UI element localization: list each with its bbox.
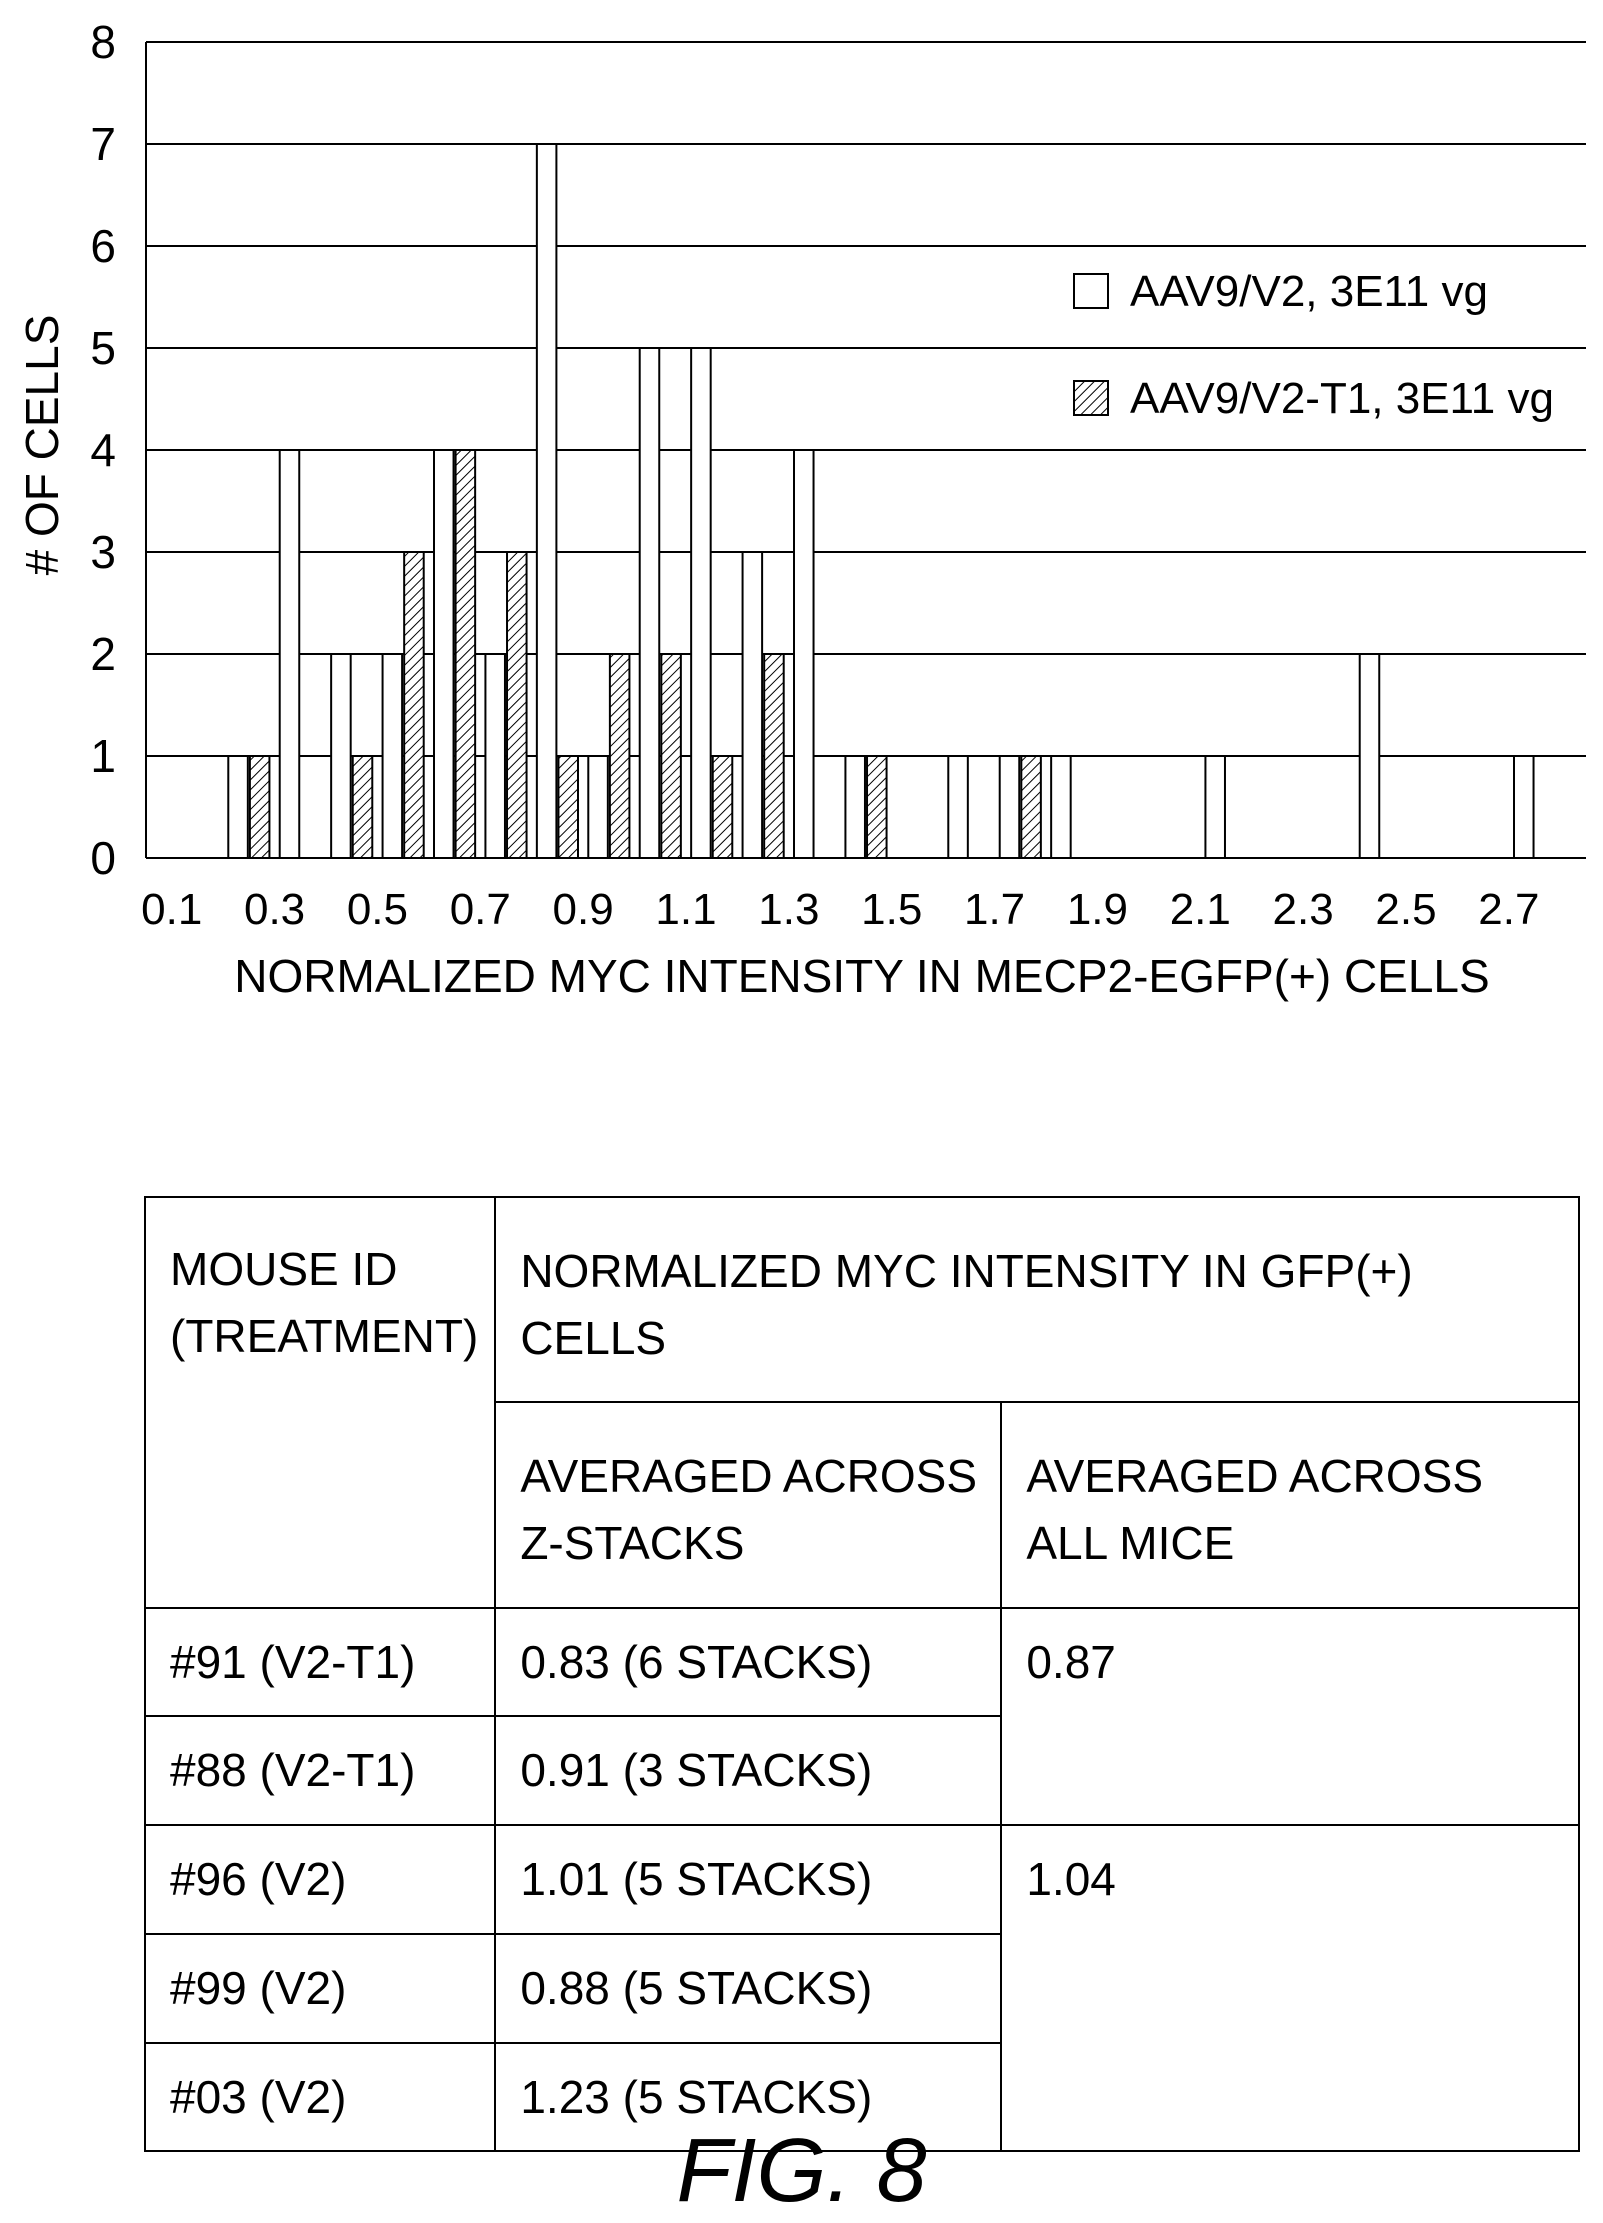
bar-open bbox=[690, 347, 712, 859]
x-tick-label: 1.9 bbox=[1067, 885, 1128, 934]
bar-hatched bbox=[403, 551, 425, 859]
x-tick-label: 0.7 bbox=[450, 885, 511, 934]
y-tick-label: 5 bbox=[90, 322, 116, 374]
axes bbox=[145, 42, 1586, 859]
myc-intensity-table: MOUSE ID (TREATMENT) NORMALIZED MYC INTE… bbox=[143, 1195, 1581, 2153]
x-tick-label: 2.5 bbox=[1375, 885, 1436, 934]
header-averaged-z-stacks: AVERAGED ACROSS Z-STACKS bbox=[494, 1401, 1003, 1609]
bar-hatched bbox=[711, 755, 734, 859]
bar-open bbox=[484, 653, 506, 859]
bar-hatched bbox=[608, 653, 631, 859]
y-tick-label: 2 bbox=[90, 628, 116, 680]
x-tick-label: 1.3 bbox=[758, 885, 819, 934]
y-tick-label: 0 bbox=[90, 832, 116, 884]
z-stack-average-cell: 0.91 (3 STACKS) bbox=[494, 1715, 1003, 1827]
bar-hatched bbox=[660, 653, 682, 859]
table-row: #99 (V2) 0.88 (5 STACKS) bbox=[143, 1932, 1579, 2044]
x-tick-label: 1.7 bbox=[964, 885, 1025, 934]
bar-hatched bbox=[351, 755, 374, 859]
z-stack-average-cell: 0.88 (5 STACKS) bbox=[494, 1932, 1003, 2044]
header-averaged-all-mice-text: AVERAGED ACROSS ALL MICE bbox=[1026, 1450, 1484, 1570]
y-tick-label: 4 bbox=[90, 424, 116, 476]
header-normalized-myc-text: NORMALIZED MYC INTENSITY IN GFP(+) CELLS bbox=[520, 1245, 1413, 1364]
bar-open bbox=[998, 755, 1021, 859]
bar-open bbox=[587, 755, 609, 859]
table-row: #91 (V2-T1) 0.83 (6 STACKS) 0.87 bbox=[143, 1606, 1581, 1827]
x-tick-labels: 0.1 0.3 0.5 0.7 0.9 1.1 1.3 1.5 1.7 1.9 2.1 2.3 2.5 2… bbox=[141, 885, 1539, 934]
bar-hatched bbox=[1020, 755, 1042, 859]
x-tick-label: 0.1 bbox=[141, 885, 202, 934]
y-tick-label: 6 bbox=[90, 220, 116, 272]
header-averaged-z-stacks-text: AVERAGED ACROSS Z-STACKS bbox=[520, 1450, 978, 1570]
mouse-id-cell: #88 (V2-T1) bbox=[143, 1715, 497, 1827]
bar-open bbox=[227, 755, 249, 859]
x-axis-title: NORMALIZED MYC INTENSITY IN MECP2-EGFP(+… bbox=[234, 950, 1489, 1002]
bar-open bbox=[844, 755, 866, 859]
x-tick-label: 2.7 bbox=[1478, 885, 1539, 934]
bar-hatched bbox=[557, 755, 580, 859]
header-normalized-myc: NORMALIZED MYC INTENSITY IN GFP(+) CELLS bbox=[494, 1195, 1581, 1404]
bar-hatched bbox=[866, 755, 888, 859]
bar-hatched bbox=[763, 653, 785, 859]
x-tick-label: 0.3 bbox=[244, 885, 305, 934]
x-tick-label: 1.5 bbox=[861, 885, 922, 934]
x-tick-label: 2.3 bbox=[1273, 885, 1334, 934]
figure-label: FIG. 8 bbox=[676, 2121, 927, 2221]
bar-open bbox=[535, 143, 558, 859]
x-tick-label: 0.9 bbox=[553, 885, 614, 934]
y-tick-label: 3 bbox=[90, 526, 116, 578]
y-tick-label: 7 bbox=[90, 118, 116, 170]
y-tick-label: 1 bbox=[90, 730, 116, 782]
mouse-id-cell: #99 (V2) bbox=[143, 1932, 497, 2044]
bar-open bbox=[1513, 755, 1535, 859]
legend: AAV9/V2, 3E11 vg AAV9/V2-T1, 3E11 vg bbox=[1073, 267, 1554, 423]
x-tick-label: 1.1 bbox=[655, 885, 716, 934]
bar-open bbox=[330, 653, 352, 859]
legend-label-open: AAV9/V2, 3E11 vg bbox=[1130, 267, 1488, 316]
bar-open bbox=[1050, 755, 1072, 859]
bar-hatched bbox=[506, 551, 528, 859]
table-row: #03 (V2) 1.23 (5 STACKS) bbox=[143, 2041, 1579, 2153]
bar-open bbox=[1204, 755, 1226, 859]
bar-open bbox=[381, 653, 404, 859]
group-average-cell: 0.87 bbox=[1000, 1606, 1581, 1827]
bars bbox=[227, 143, 1535, 859]
header-mouse-id: MOUSE ID (TREATMENT) bbox=[143, 1196, 497, 1609]
mouse-id-cell: #91 (V2-T1) bbox=[143, 1606, 497, 1718]
y-tick-label: 8 bbox=[90, 16, 116, 68]
group-average-cell: 1.04 bbox=[1000, 1824, 1581, 2153]
histogram-chart: 0 1 2 3 4 5 6 7 8 0.1 0.3 0.5 0.7 0.9 1.1 1.3 1.5 1.7 1.9… bbox=[16, 16, 1586, 1002]
bar-hatched bbox=[248, 755, 271, 859]
bar-open bbox=[433, 449, 455, 859]
bar-open bbox=[278, 449, 301, 859]
legend-label-hatched: AAV9/V2-T1, 3E11 vg bbox=[1130, 374, 1554, 423]
bar-open bbox=[741, 551, 764, 859]
table-row: #88 (V2-T1) 0.91 (3 STACKS) bbox=[143, 1715, 1579, 1827]
x-tick-label: 0.5 bbox=[347, 885, 408, 934]
table-row: #96 (V2) 1.01 (5 STACKS) 1.04 bbox=[143, 1824, 1581, 2153]
header-mouse-id-text: MOUSE ID (TREATMENT) bbox=[170, 1243, 479, 1362]
bar-hatched bbox=[454, 449, 477, 859]
z-stack-average-cell: 1.01 (5 STACKS) bbox=[494, 1824, 1003, 1935]
legend-swatch-open bbox=[1073, 273, 1109, 309]
header-averaged-all-mice: AVERAGED ACROSS ALL MICE bbox=[1000, 1401, 1581, 1609]
mouse-id-cell: #03 (V2) bbox=[143, 2041, 497, 2153]
bar-open bbox=[1358, 653, 1381, 859]
x-tick-label: 2.1 bbox=[1170, 885, 1231, 934]
bar-open bbox=[947, 755, 969, 859]
z-stack-average-cell: 0.83 (6 STACKS) bbox=[494, 1606, 1003, 1718]
y-tick-labels: 0 1 2 3 4 5 6 7 8 bbox=[90, 16, 116, 884]
bar-open bbox=[793, 449, 815, 859]
legend-swatch-hatched bbox=[1073, 380, 1109, 416]
y-axis-title: # OF CELLS bbox=[16, 315, 68, 576]
bar-open bbox=[638, 347, 661, 859]
mouse-id-cell: #96 (V2) bbox=[143, 1824, 497, 1935]
z-stack-average-cell: 1.23 (5 STACKS) bbox=[494, 2041, 1003, 2153]
